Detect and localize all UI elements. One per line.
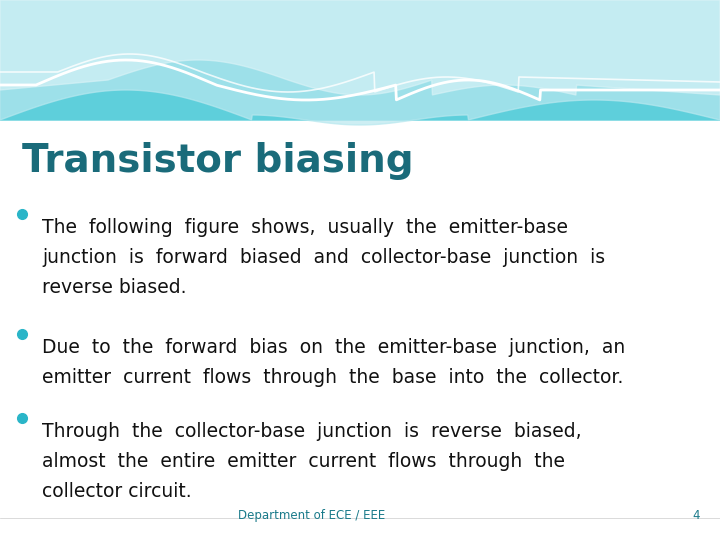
Text: Through  the  collector-base  junction  is  reverse  biased,: Through the collector-base junction is r… [42, 422, 582, 441]
Text: emitter  current  flows  through  the  base  into  the  collector.: emitter current flows through the base i… [42, 368, 624, 387]
Text: collector circuit.: collector circuit. [42, 482, 192, 501]
Text: The  following  figure  shows,  usually  the  emitter-base: The following figure shows, usually the … [42, 218, 568, 237]
Text: Transistor biasing: Transistor biasing [22, 142, 413, 180]
Text: Department of ECE / EEE: Department of ECE / EEE [238, 509, 385, 522]
Text: reverse biased.: reverse biased. [42, 278, 186, 297]
Text: 4: 4 [693, 509, 700, 522]
Text: Due  to  the  forward  bias  on  the  emitter-base  junction,  an: Due to the forward bias on the emitter-b… [42, 338, 625, 357]
Text: junction  is  forward  biased  and  collector-base  junction  is: junction is forward biased and collector… [42, 248, 605, 267]
Text: almost  the  entire  emitter  current  flows  through  the: almost the entire emitter current flows … [42, 452, 565, 471]
